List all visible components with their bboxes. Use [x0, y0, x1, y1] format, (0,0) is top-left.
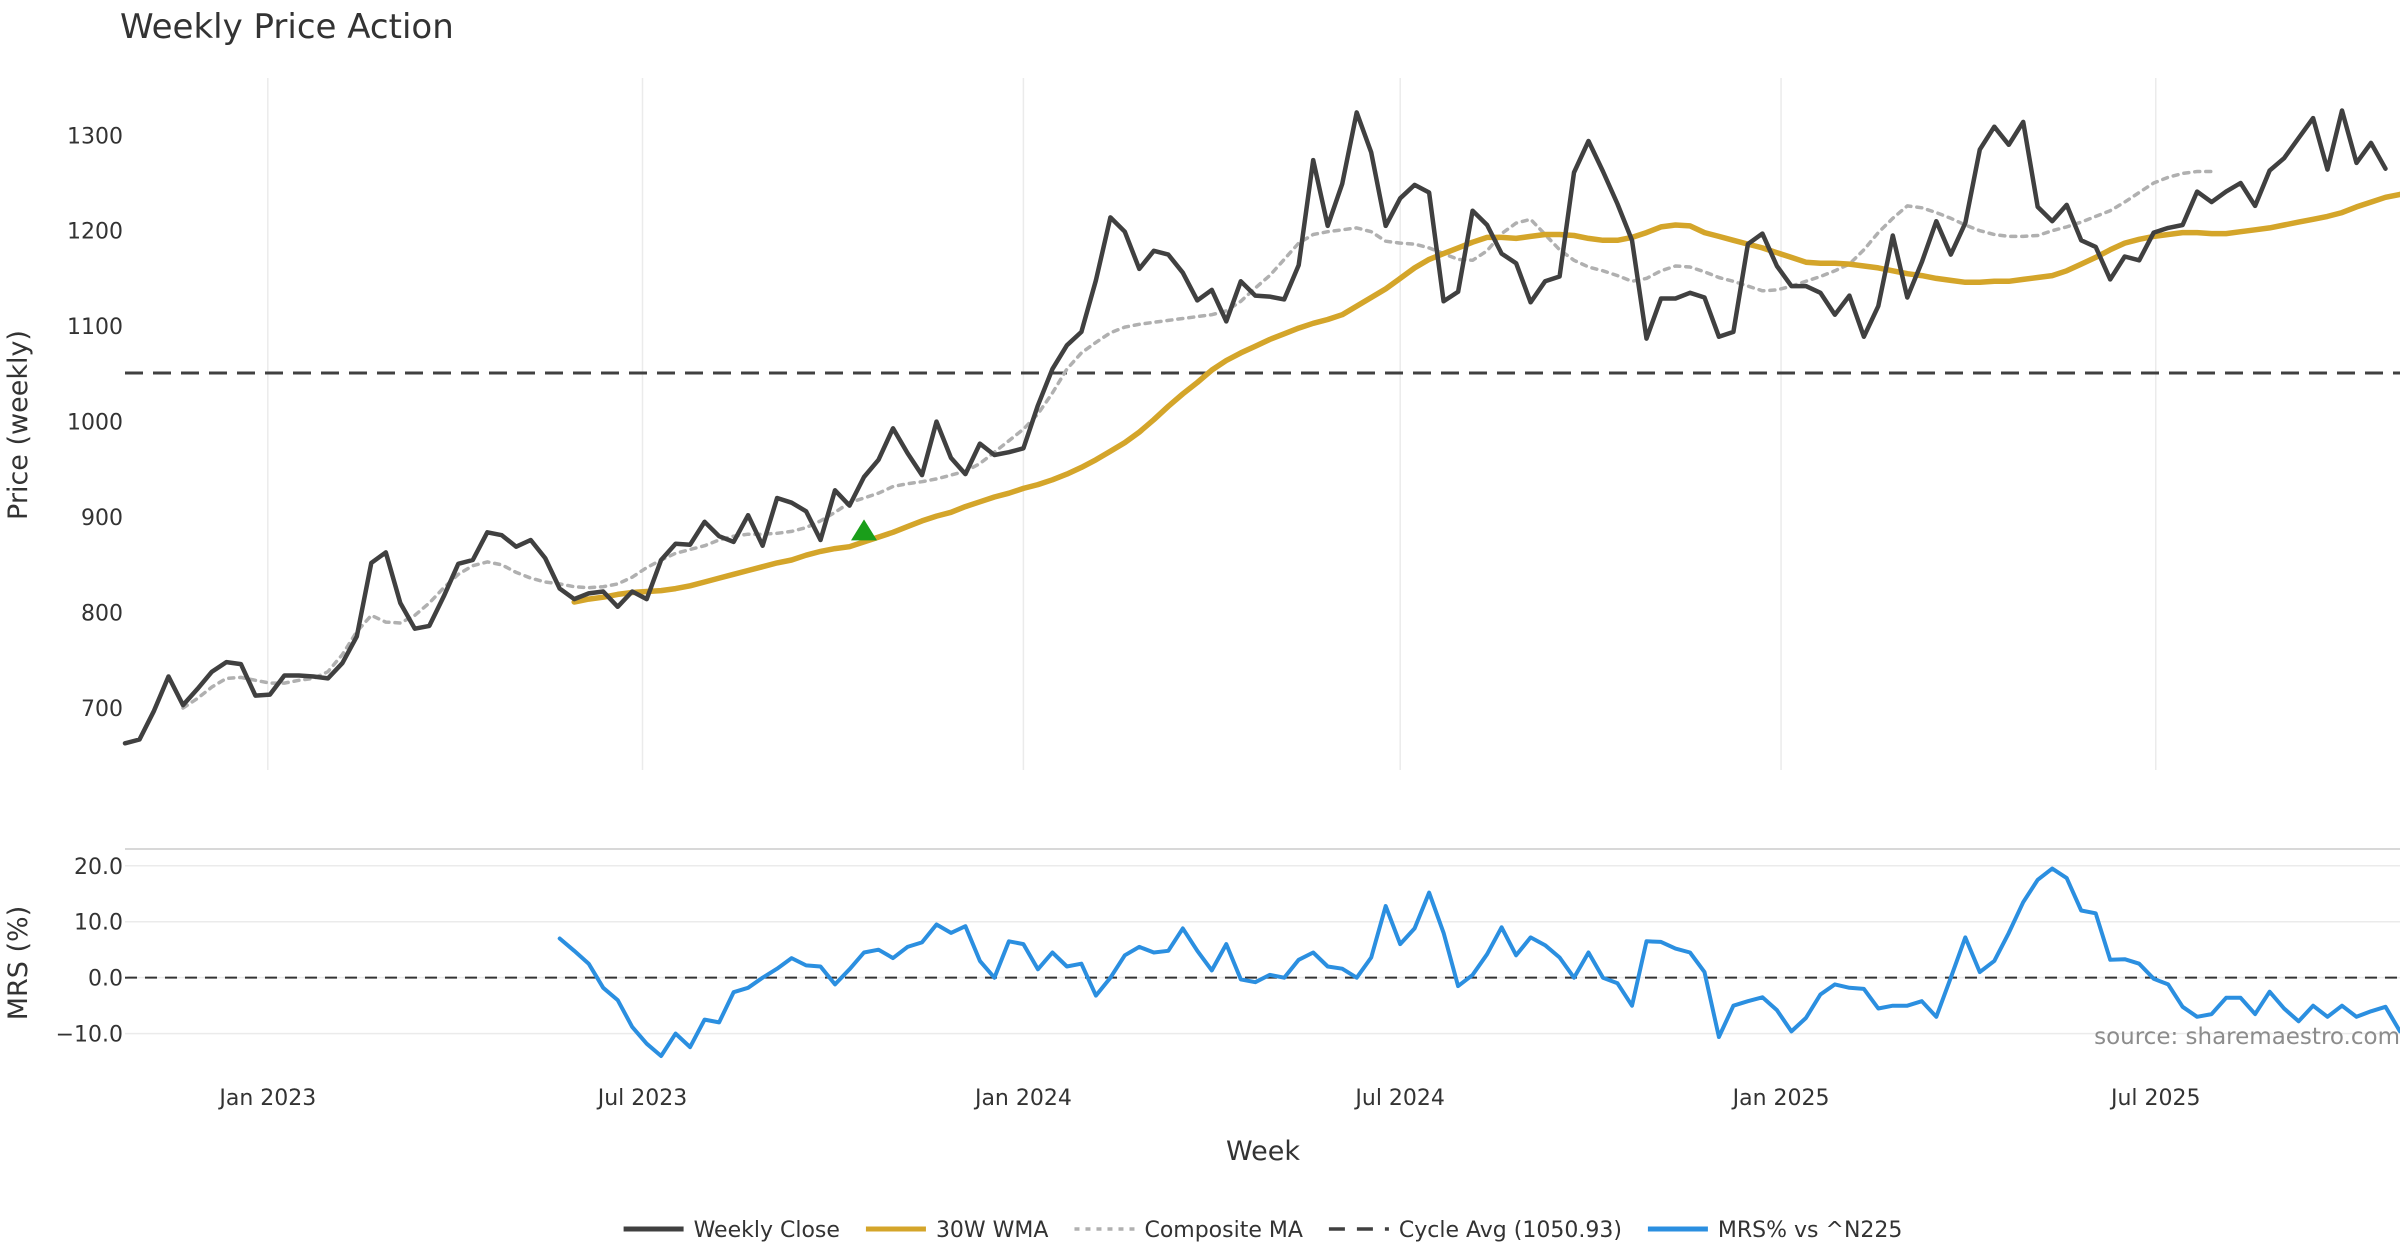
mrs-y-axis-label: MRS (%)	[3, 906, 34, 1021]
x-axis-label: Week	[1226, 1136, 1300, 1167]
legend-label: Cycle Avg (1050.93)	[1399, 1218, 1622, 1243]
legend-label: Composite MA	[1144, 1218, 1302, 1243]
mrs-y-tick-label: 10.0	[74, 911, 123, 936]
mrs-panel: 20.0 10.0 0.0 −10.0 MRS (%) source: sharema…	[3, 848, 2400, 1058]
legend-label: MRS% vs ^N225	[1718, 1218, 1903, 1243]
price-y-tick-label: 1100	[67, 315, 123, 340]
mrs-series-group	[557, 866, 2400, 1058]
legend-label: 30W WMA	[936, 1218, 1049, 1243]
price-vertical-grid	[267, 78, 2157, 770]
x-axis-ticks: Jan 2023 Jul 2023 Jan 2024 Jul 2024 Jan 2025…	[217, 1086, 2200, 1111]
legend-label: Weekly Close	[694, 1218, 840, 1243]
mrs-y-tick-label: −10.0	[56, 1023, 123, 1048]
price-y-tick-label: 1300	[67, 124, 123, 149]
price-panel: 700 800 900 1000 1100 1200 1300 Price (weekly)	[3, 78, 2400, 770]
mrs-y-ticks: 20.0 10.0 0.0 −10.0	[56, 855, 123, 1048]
price-series-group	[122, 108, 2400, 746]
price-y-tick-label: 700	[81, 697, 123, 722]
x-tick-label: Jul 2025	[2109, 1086, 2201, 1111]
x-tick-label: Jan 2023	[217, 1086, 316, 1111]
legend: Weekly Close 30W WMA Composite MA Cycle Avg…	[623, 1218, 1903, 1243]
wma-30w-line	[571, 191, 2400, 605]
mrs-line	[557, 866, 2400, 1058]
x-tick-label: Jul 2023	[596, 1086, 688, 1111]
buy-signal-marker	[851, 519, 878, 541]
weekly-close-line	[122, 108, 2388, 746]
composite-ma-line	[181, 169, 2214, 710]
x-tick-label: Jan 2025	[1731, 1086, 1830, 1111]
mrs-y-tick-label: 0.0	[88, 967, 123, 992]
x-tick-label: Jul 2024	[1353, 1086, 1445, 1111]
price-y-tick-label: 1000	[67, 411, 123, 436]
price-y-tick-label: 800	[81, 602, 123, 627]
mrs-y-tick-label: 20.0	[74, 855, 123, 880]
price-y-tick-label: 900	[81, 506, 123, 531]
price-y-tick-label: 1200	[67, 220, 123, 245]
chart-title: Weekly Price Action	[120, 7, 454, 47]
price-y-ticks: 700 800 900 1000 1100 1200 1300	[67, 124, 123, 722]
price-y-axis-label: Price (weekly)	[3, 330, 34, 520]
mrs-horizontal-grid	[125, 865, 2400, 1035]
x-tick-label: Jan 2024	[973, 1086, 1072, 1111]
source-note: source: sharemaestro.com	[2094, 1024, 2400, 1050]
